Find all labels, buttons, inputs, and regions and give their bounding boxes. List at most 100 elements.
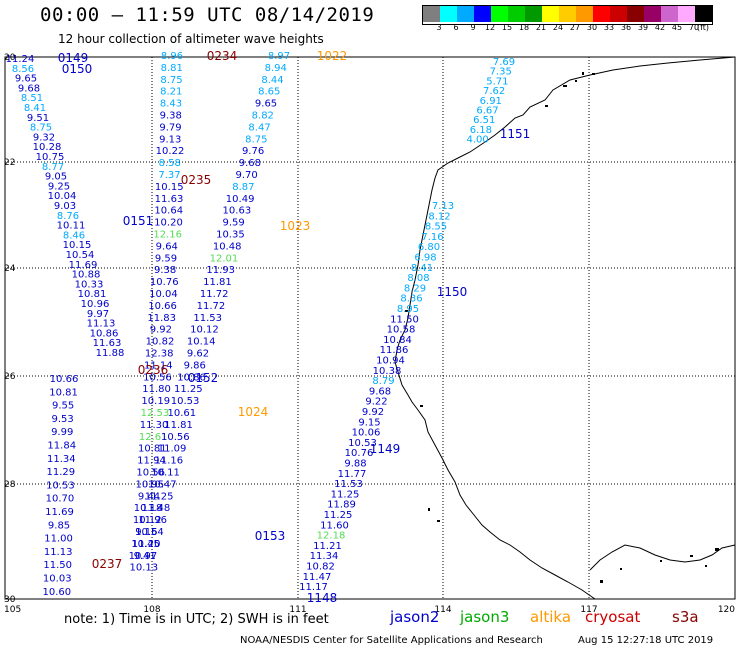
- pass-id: 0151: [123, 214, 154, 228]
- swh-value: 11.21: [313, 541, 342, 552]
- swh-value: 12.53: [141, 408, 170, 419]
- color-swatch: [423, 6, 440, 22]
- swh-value: 10.66: [50, 374, 79, 385]
- island: [437, 520, 440, 522]
- swh-value: 11.17: [299, 582, 328, 593]
- swh-value: 10.82: [306, 562, 335, 573]
- swh-value: 11.72: [200, 289, 229, 300]
- map-grid: [4, 56, 736, 600]
- swh-value: 11.30: [140, 420, 169, 431]
- color-scale-label: 9: [470, 23, 476, 32]
- island: [715, 548, 719, 551]
- swh-value: 10.95: [135, 479, 164, 490]
- color-swatch: [678, 6, 695, 22]
- x-tick-label: 117: [580, 605, 597, 615]
- color-scale-label: 3: [436, 23, 442, 32]
- swh-value: 11.81: [164, 420, 193, 431]
- swh-value: 10.53: [46, 480, 75, 491]
- swh-value: 8.55: [425, 222, 447, 233]
- swh-value: 10.19: [141, 396, 170, 407]
- color-scale-label: 21: [535, 23, 547, 32]
- swh-value: 8.56: [12, 64, 34, 75]
- east-coast-segment: [589, 544, 736, 571]
- swh-value: 8.76: [57, 211, 79, 222]
- swh-value: 10.84: [383, 335, 412, 346]
- credit-line: NOAA/NESDIS Center for Satellite Applica…: [240, 635, 543, 646]
- swh-value: 11.94: [137, 456, 166, 467]
- pass-id: 0149: [58, 51, 89, 65]
- pass-id: 1024: [238, 405, 269, 419]
- islands: [405, 72, 719, 583]
- swh-value: 10.56: [143, 372, 172, 383]
- x-tick-label: 114: [434, 605, 451, 615]
- swh-value: 10.18: [134, 503, 163, 514]
- swh-value: 11.84: [47, 441, 76, 452]
- swh-value: 10.86: [177, 372, 206, 383]
- swh-value: 8.87: [232, 182, 254, 193]
- swh-value: 11.29: [47, 467, 76, 478]
- swh-value: 7.35: [490, 67, 512, 78]
- footer-note: note: 1) Time is in UTC; 2) SWH is in fe…: [64, 612, 329, 627]
- swh-value: 8.58: [159, 158, 181, 169]
- swh-value: 9.65: [255, 99, 277, 110]
- swh-value: 11.34: [47, 454, 76, 465]
- color-scale-label: 33: [603, 23, 615, 32]
- color-scale-label: 15: [501, 23, 513, 32]
- swh-value: 10.14: [187, 337, 216, 348]
- swh-value: 12.61: [139, 432, 168, 443]
- swh-value: 9.79: [159, 122, 181, 133]
- swh-value: 8.75: [30, 123, 52, 134]
- pass-id: 0150: [62, 62, 93, 76]
- color-swatch: [661, 6, 678, 22]
- swh-value: 9.68: [239, 158, 261, 169]
- swh-value: 10.86: [90, 328, 119, 339]
- swh-value: 8.97: [268, 51, 290, 62]
- track-track-a: 11.248.569.659.688.518.419.518.759.3210.…: [6, 54, 125, 359]
- swh-value: 10.35: [216, 230, 245, 241]
- color-swatch: [508, 6, 525, 22]
- swh-value: 11.63: [93, 338, 122, 349]
- color-swatch: [695, 6, 712, 22]
- pass-id: 0152: [188, 371, 219, 385]
- swh-value: 8.21: [160, 87, 182, 98]
- swh-value: 12.18: [317, 531, 346, 542]
- swh-value: 9.97: [87, 309, 109, 320]
- legend-item: s3a: [672, 608, 699, 626]
- color-swatch: [491, 6, 508, 22]
- y-tick-label: 20: [4, 53, 16, 63]
- island: [582, 72, 584, 75]
- swh-value: 9.92: [150, 325, 172, 336]
- swh-value: 9.62: [187, 349, 209, 360]
- swh-value: 10.56: [161, 432, 190, 443]
- swh-value: 6.67: [476, 106, 498, 117]
- swh-value: 10.97: [129, 551, 158, 562]
- color-swatch: [525, 6, 542, 22]
- swh-value: 8.77: [42, 162, 64, 173]
- color-swatch: [474, 6, 491, 22]
- color-scale-label: 39: [637, 23, 649, 32]
- swh-value: 8.96: [161, 51, 183, 62]
- swh-value: 10.03: [43, 574, 72, 585]
- pass-id: 0237: [92, 557, 123, 571]
- pass-id: 0236: [138, 363, 169, 377]
- swh-value: 9.92: [362, 407, 384, 418]
- swh-value: 9.05: [45, 172, 67, 183]
- island: [660, 560, 662, 562]
- swh-value: 8.79: [372, 376, 394, 387]
- swh-value: 11.72: [197, 301, 226, 312]
- swh-value: 9.55: [52, 401, 74, 412]
- swh-value: 11.20: [132, 539, 161, 550]
- legend-item: cryosat: [585, 608, 641, 626]
- swh-value: 10.75: [36, 152, 65, 163]
- swh-value: 10.33: [75, 279, 104, 290]
- swh-value: 8.36: [400, 294, 422, 305]
- swh-value: 10.76: [150, 277, 179, 288]
- mainland-coast: [394, 56, 736, 600]
- color-scale-label: 45: [671, 23, 683, 32]
- swh-value: 10.48: [213, 241, 242, 252]
- swh-value: 11.63: [155, 194, 184, 205]
- swh-value: 10.81: [138, 444, 167, 455]
- color-swatch: [457, 6, 474, 22]
- pass-id: 1023: [280, 219, 311, 233]
- legend-item: jason3: [460, 608, 510, 626]
